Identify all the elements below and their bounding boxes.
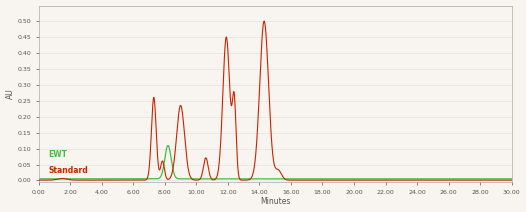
Text: Standard: Standard bbox=[48, 166, 88, 175]
Y-axis label: AU: AU bbox=[6, 88, 15, 99]
X-axis label: Minutes: Minutes bbox=[260, 197, 290, 206]
Text: EWT: EWT bbox=[48, 150, 67, 159]
